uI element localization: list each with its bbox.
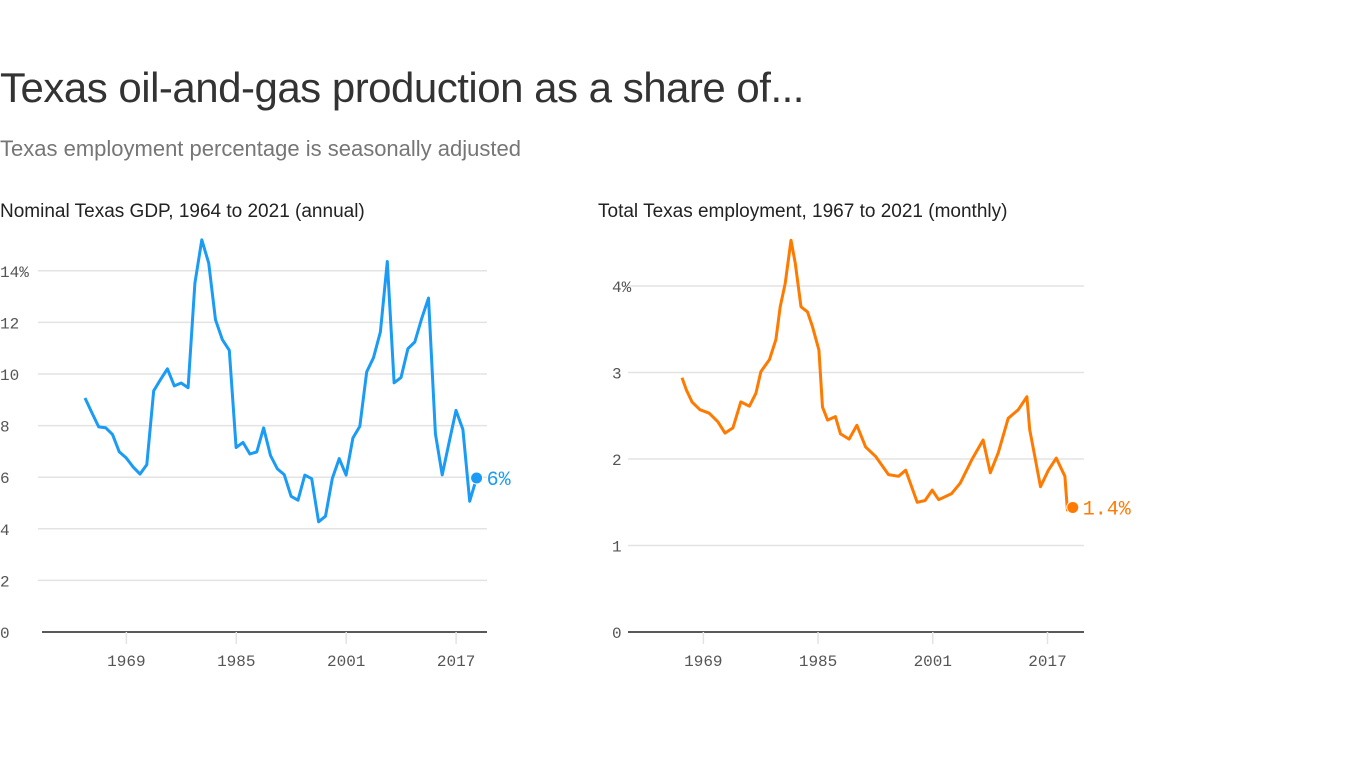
gdp-end-label: 6% xyxy=(487,469,512,492)
gdp-y-tick-label: 6 xyxy=(0,470,10,488)
employment-x-tick-label: 1985 xyxy=(799,653,837,671)
gdp-y-tick-label: 0 xyxy=(0,625,10,643)
employment-series-line xyxy=(680,238,1074,512)
employment-x-tick-label: 2017 xyxy=(1028,653,1066,671)
gdp-x-tick-label: 1969 xyxy=(107,653,145,671)
gdp-y-tick-label: 4 xyxy=(0,522,10,540)
employment-end-label: 1.4% xyxy=(1083,498,1132,521)
employment-end-point xyxy=(1066,500,1080,514)
gdp-chart-title: Nominal Texas GDP, 1964 to 2021 (annual) xyxy=(0,201,365,222)
gdp-y-tick-label: 10 xyxy=(0,367,19,385)
gdp-x-tick-label: 2017 xyxy=(437,653,475,671)
employment-y-tick-label: 1 xyxy=(612,539,622,557)
page-subtitle: Texas employment percentage is seasonall… xyxy=(0,136,521,161)
gdp-y-tick-label: 2 xyxy=(0,573,10,591)
employment-y-tick-label: 4% xyxy=(612,279,632,297)
employment-y-tick-label: 3 xyxy=(612,366,622,384)
gdp-chart: 0 2 4 6 8 10 12 14% 1969 1985 2001 2017 6% xyxy=(0,238,512,671)
gdp-series-line xyxy=(83,238,479,524)
gdp-end-point xyxy=(470,471,484,485)
gdp-y-tick-label: 8 xyxy=(0,419,10,437)
employment-chart-title: Total Texas employment, 1967 to 2021 (mo… xyxy=(598,201,1008,222)
gdp-x-tick-label: 1985 xyxy=(217,653,255,671)
gdp-y-tick-label: 14% xyxy=(0,264,29,282)
employment-x-tick-label: 2001 xyxy=(914,653,952,671)
gdp-y-tick-label: 12 xyxy=(0,315,19,333)
employment-chart: 0 1 2 3 4% 1969 1985 2001 2017 1.4% xyxy=(612,238,1132,671)
employment-x-tick-label: 1969 xyxy=(684,653,722,671)
gdp-x-tick-label: 2001 xyxy=(327,653,365,671)
employment-y-tick-label: 0 xyxy=(612,625,622,643)
page-title: Texas oil-and-gas production as a share … xyxy=(0,64,804,111)
employment-y-tick-label: 2 xyxy=(612,452,622,470)
